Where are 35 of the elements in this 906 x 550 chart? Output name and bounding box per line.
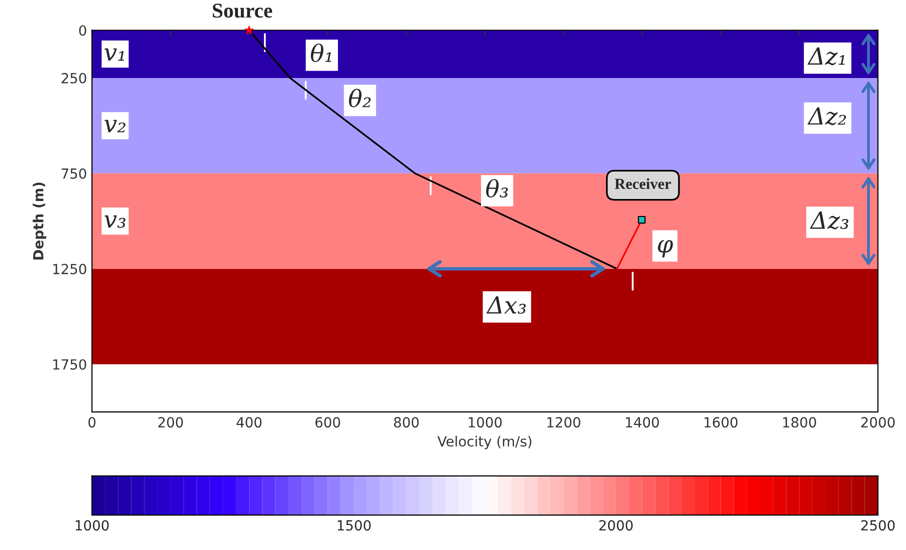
annotation: Source: [212, 4, 272, 18]
y-tick-label: 1750: [53, 359, 86, 370]
y-axis-title: Depth (m): [32, 182, 46, 260]
annotation: Receiver: [614, 178, 671, 190]
band-label: v₃: [104, 215, 126, 228]
y-tick-label: 250: [62, 72, 86, 84]
annotation: φ: [658, 240, 673, 258]
color-bar-label: 2500: [861, 520, 895, 531]
x-tick-label: 2000: [861, 417, 895, 428]
annotation: Δx₃: [486, 296, 526, 314]
band-label: v₁: [104, 48, 124, 61]
x-tick-label: 1400: [626, 417, 659, 428]
band-label: v₂: [104, 120, 126, 132]
x-tick-label: 1800: [783, 417, 816, 428]
color-bar-label: 2000: [599, 520, 633, 531]
x-tick-label: 0: [88, 417, 96, 428]
color-bar-label: 1500: [338, 520, 371, 531]
y-tick-label: 1250: [53, 264, 86, 274]
color-bar-label: 1000: [76, 520, 109, 531]
x-tick-label: 1000: [468, 417, 502, 428]
x-tick-label: 1600: [704, 417, 738, 428]
x-tick-label: 400: [236, 417, 262, 428]
x-tick-label: 1200: [547, 417, 580, 428]
annotation: Δz₂: [807, 107, 846, 126]
x-tick-label: 200: [158, 417, 183, 428]
annotation: θ₃: [486, 179, 508, 198]
annotation: θ₁: [310, 44, 332, 62]
x-tick-label: 800: [394, 417, 419, 428]
annotation: Δz₃: [810, 212, 848, 230]
x-axis-title: Velocity (m/s): [437, 436, 532, 450]
y-tick-label: 750: [62, 168, 86, 179]
y-tick-label: 0: [79, 25, 86, 36]
annotation: θ₂: [348, 88, 371, 108]
x-tick-label: 600: [315, 417, 340, 428]
annotation: Δz₁: [807, 47, 845, 66]
